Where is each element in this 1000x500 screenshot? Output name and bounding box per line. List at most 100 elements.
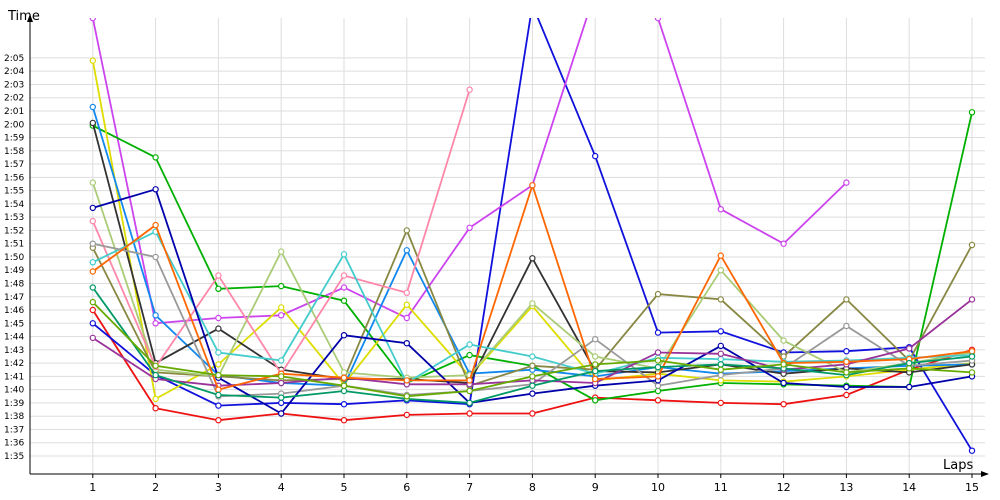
data-point [843, 296, 850, 303]
data-point [592, 336, 599, 343]
data-point [968, 241, 976, 249]
data-point [780, 240, 787, 247]
data-point [89, 259, 97, 266]
data-point [968, 447, 976, 454]
data-point [717, 267, 725, 274]
y-tick-label: 1:47 [4, 293, 24, 303]
data-point [215, 349, 222, 356]
y-tick-label: 1:51 [4, 240, 24, 250]
data-point [466, 399, 473, 407]
data-point [968, 348, 976, 355]
data-point [340, 382, 348, 389]
data-point [466, 387, 473, 395]
data-point [968, 369, 976, 376]
data-point [89, 334, 97, 342]
data-point [215, 386, 222, 393]
data-point [278, 282, 285, 290]
y-tick-label: 1:42 [4, 359, 24, 369]
data-point [843, 391, 850, 399]
data-point [152, 186, 159, 193]
series-15 [89, 182, 976, 393]
data-point [968, 353, 976, 360]
data-point [592, 397, 599, 404]
data-point [717, 350, 725, 357]
data-point [968, 109, 976, 116]
x-axis-title: Laps [943, 458, 973, 473]
y-tick-label: 1:49 [4, 266, 24, 276]
data-point [717, 342, 725, 350]
data-point [403, 411, 410, 419]
data-point [340, 369, 348, 376]
series-17 [89, 298, 976, 400]
data-point [403, 301, 410, 308]
data-point [278, 357, 285, 364]
data-point [278, 399, 285, 407]
y-tick-label: 1:56 [4, 173, 24, 183]
y-tick-label: 1:44 [4, 333, 24, 343]
data-point [780, 401, 787, 408]
data-point [403, 314, 410, 322]
data-point [340, 387, 348, 395]
data-point [340, 251, 348, 258]
data-point [843, 179, 850, 186]
y-axis-arrow [27, 14, 33, 22]
x-axis-arrow [981, 471, 989, 477]
data-point [340, 401, 348, 408]
y-tick-label: 1:52 [4, 226, 24, 236]
data-point [89, 217, 97, 225]
data-point [403, 377, 410, 384]
x-tick-label: 5 [341, 481, 348, 494]
x-tick-label: 2 [152, 481, 159, 494]
data-point [152, 371, 159, 379]
y-tick-label: 1:45 [4, 319, 24, 329]
x-tick-label: 9 [592, 481, 599, 494]
y-tick-label: 1:53 [4, 213, 24, 223]
y-tick-label: 1:50 [4, 253, 24, 263]
data-point [529, 390, 536, 397]
data-point [403, 227, 410, 234]
data-point [780, 379, 787, 387]
data-point [529, 353, 536, 360]
data-point [592, 367, 599, 375]
data-point [654, 373, 662, 380]
data-point [278, 379, 285, 387]
data-point [717, 377, 725, 384]
data-point [843, 322, 850, 330]
data-point [278, 304, 285, 311]
data-point [843, 358, 850, 365]
data-point [340, 417, 348, 424]
data-point [466, 351, 473, 359]
data-point [717, 296, 725, 303]
data-point [780, 337, 787, 344]
data-point [89, 306, 97, 314]
data-point [529, 362, 536, 369]
data-point [152, 405, 159, 412]
data-point [466, 341, 473, 348]
y-tick-label: 1:59 [4, 134, 24, 144]
series-3 [89, 18, 850, 327]
y-tick-label: 1:57 [4, 160, 24, 170]
data-point [89, 103, 97, 111]
data-point [89, 119, 97, 127]
data-point [843, 369, 850, 376]
data-point [843, 383, 850, 391]
data-point [89, 240, 97, 247]
data-point [89, 284, 97, 291]
x-tick-label: 12 [777, 481, 791, 494]
data-point [215, 402, 222, 409]
data-point [403, 340, 410, 347]
data-point [717, 328, 725, 335]
data-point [654, 357, 662, 364]
y-tick-label: 1:58 [4, 147, 24, 157]
data-point [906, 359, 913, 367]
data-point [340, 297, 348, 304]
axes: Time Laps [7, 9, 989, 477]
data-point [466, 377, 473, 384]
x-tick-label: 14 [902, 481, 916, 494]
y-tick-label: 2:04 [4, 67, 24, 77]
y-tick-label: 2:05 [4, 54, 24, 64]
y-tick-label: 1:54 [4, 200, 24, 210]
x-tick-label: 10 [651, 481, 665, 494]
data-point [215, 417, 222, 424]
